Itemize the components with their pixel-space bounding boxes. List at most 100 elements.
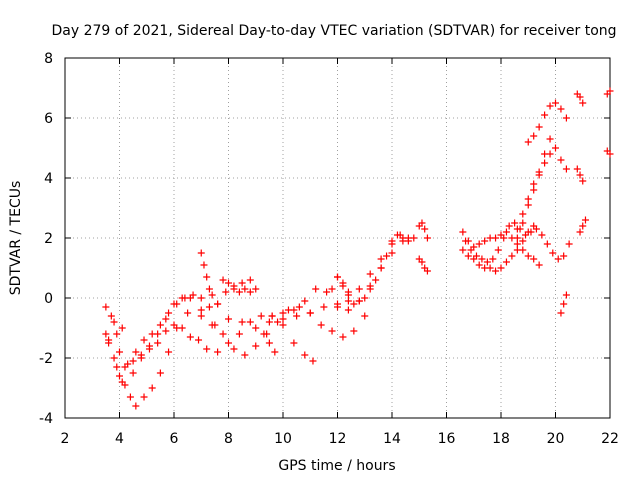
x-axis-label: GPS time / hours (278, 458, 395, 474)
data-point (459, 228, 467, 236)
data-point (576, 228, 584, 236)
data-point (309, 357, 317, 365)
data-point (107, 312, 115, 320)
data-point (418, 258, 426, 266)
series-track-i (415, 255, 431, 275)
data-point (225, 315, 232, 323)
data-point (156, 369, 164, 377)
y-axis-label: SDTVAR / TECUs (8, 181, 24, 296)
data-point (339, 279, 347, 287)
data-point (230, 285, 238, 293)
data-point (355, 297, 363, 305)
data-point (118, 324, 126, 332)
data-point (323, 288, 331, 296)
data-point (562, 291, 570, 299)
data-point (328, 327, 336, 335)
data-point (560, 300, 568, 308)
data-point (522, 231, 530, 239)
series-track-w (260, 330, 279, 356)
data-point (524, 138, 532, 146)
data-point (492, 234, 500, 242)
data-point (366, 270, 374, 278)
data-point (421, 225, 429, 233)
data-point (388, 249, 396, 257)
data-point (197, 312, 205, 320)
data-point (541, 159, 549, 167)
data-point (197, 306, 205, 314)
data-point (301, 297, 309, 305)
data-point (132, 348, 140, 356)
data-point (513, 246, 521, 254)
data-point (535, 168, 543, 176)
data-point (148, 330, 156, 338)
data-point (279, 315, 287, 323)
data-point (519, 237, 527, 245)
data-point (279, 309, 287, 317)
data-point (505, 222, 513, 230)
data-point (579, 99, 587, 107)
x-tick-label: 8 (224, 431, 233, 447)
axis-ticks (64, 57, 611, 419)
y-tick-label: 8 (44, 51, 53, 67)
data-point (344, 306, 352, 314)
data-point (532, 225, 540, 233)
data-point (241, 285, 249, 293)
data-point (181, 294, 189, 302)
data-point (339, 333, 347, 341)
data-points (102, 87, 614, 410)
x-tick-label: 20 (547, 431, 565, 447)
data-point (524, 201, 532, 209)
data-point (317, 321, 325, 329)
data-point (500, 234, 508, 242)
series-track-s (573, 165, 587, 185)
data-point (148, 384, 156, 392)
data-point (489, 255, 497, 263)
data-point (235, 330, 243, 338)
data-point (225, 279, 232, 287)
data-point (557, 156, 565, 164)
data-point (557, 309, 565, 317)
data-point (197, 294, 205, 302)
data-point (145, 345, 153, 353)
data-point (334, 273, 341, 281)
data-point (481, 237, 489, 245)
data-point (350, 300, 358, 308)
series-track-u (603, 87, 614, 98)
data-point (312, 285, 320, 293)
x-tick-label: 4 (115, 431, 124, 447)
data-point (290, 339, 298, 347)
data-point (519, 210, 527, 218)
series-track-c (116, 279, 254, 380)
data-point (121, 363, 129, 371)
data-point (549, 249, 557, 257)
data-point (513, 225, 521, 233)
data-point (581, 216, 589, 224)
data-point (383, 252, 391, 260)
data-point (502, 228, 510, 236)
data-point (165, 348, 173, 356)
x-axis-tick-labels: 2 4 6 8 10 12 14 16 18 20 22 (61, 431, 619, 447)
data-point (252, 324, 260, 332)
data-point (116, 372, 123, 380)
data-point (483, 258, 491, 266)
data-point (472, 252, 480, 260)
data-point (113, 363, 121, 371)
data-point (538, 231, 546, 239)
series-track-b (105, 294, 369, 389)
series-track-h (334, 231, 412, 308)
data-point (552, 144, 559, 152)
series-track-d (121, 312, 317, 371)
data-point (195, 336, 203, 344)
y-tick-label: 2 (44, 231, 53, 247)
series-track-x (328, 273, 352, 296)
data-point (573, 165, 581, 173)
data-point (156, 321, 164, 329)
series-track-n (513, 135, 570, 242)
data-point (219, 330, 227, 338)
data-point (502, 258, 510, 266)
data-point (279, 321, 287, 329)
data-point (214, 348, 222, 356)
data-point (295, 303, 303, 311)
data-point (366, 285, 374, 293)
